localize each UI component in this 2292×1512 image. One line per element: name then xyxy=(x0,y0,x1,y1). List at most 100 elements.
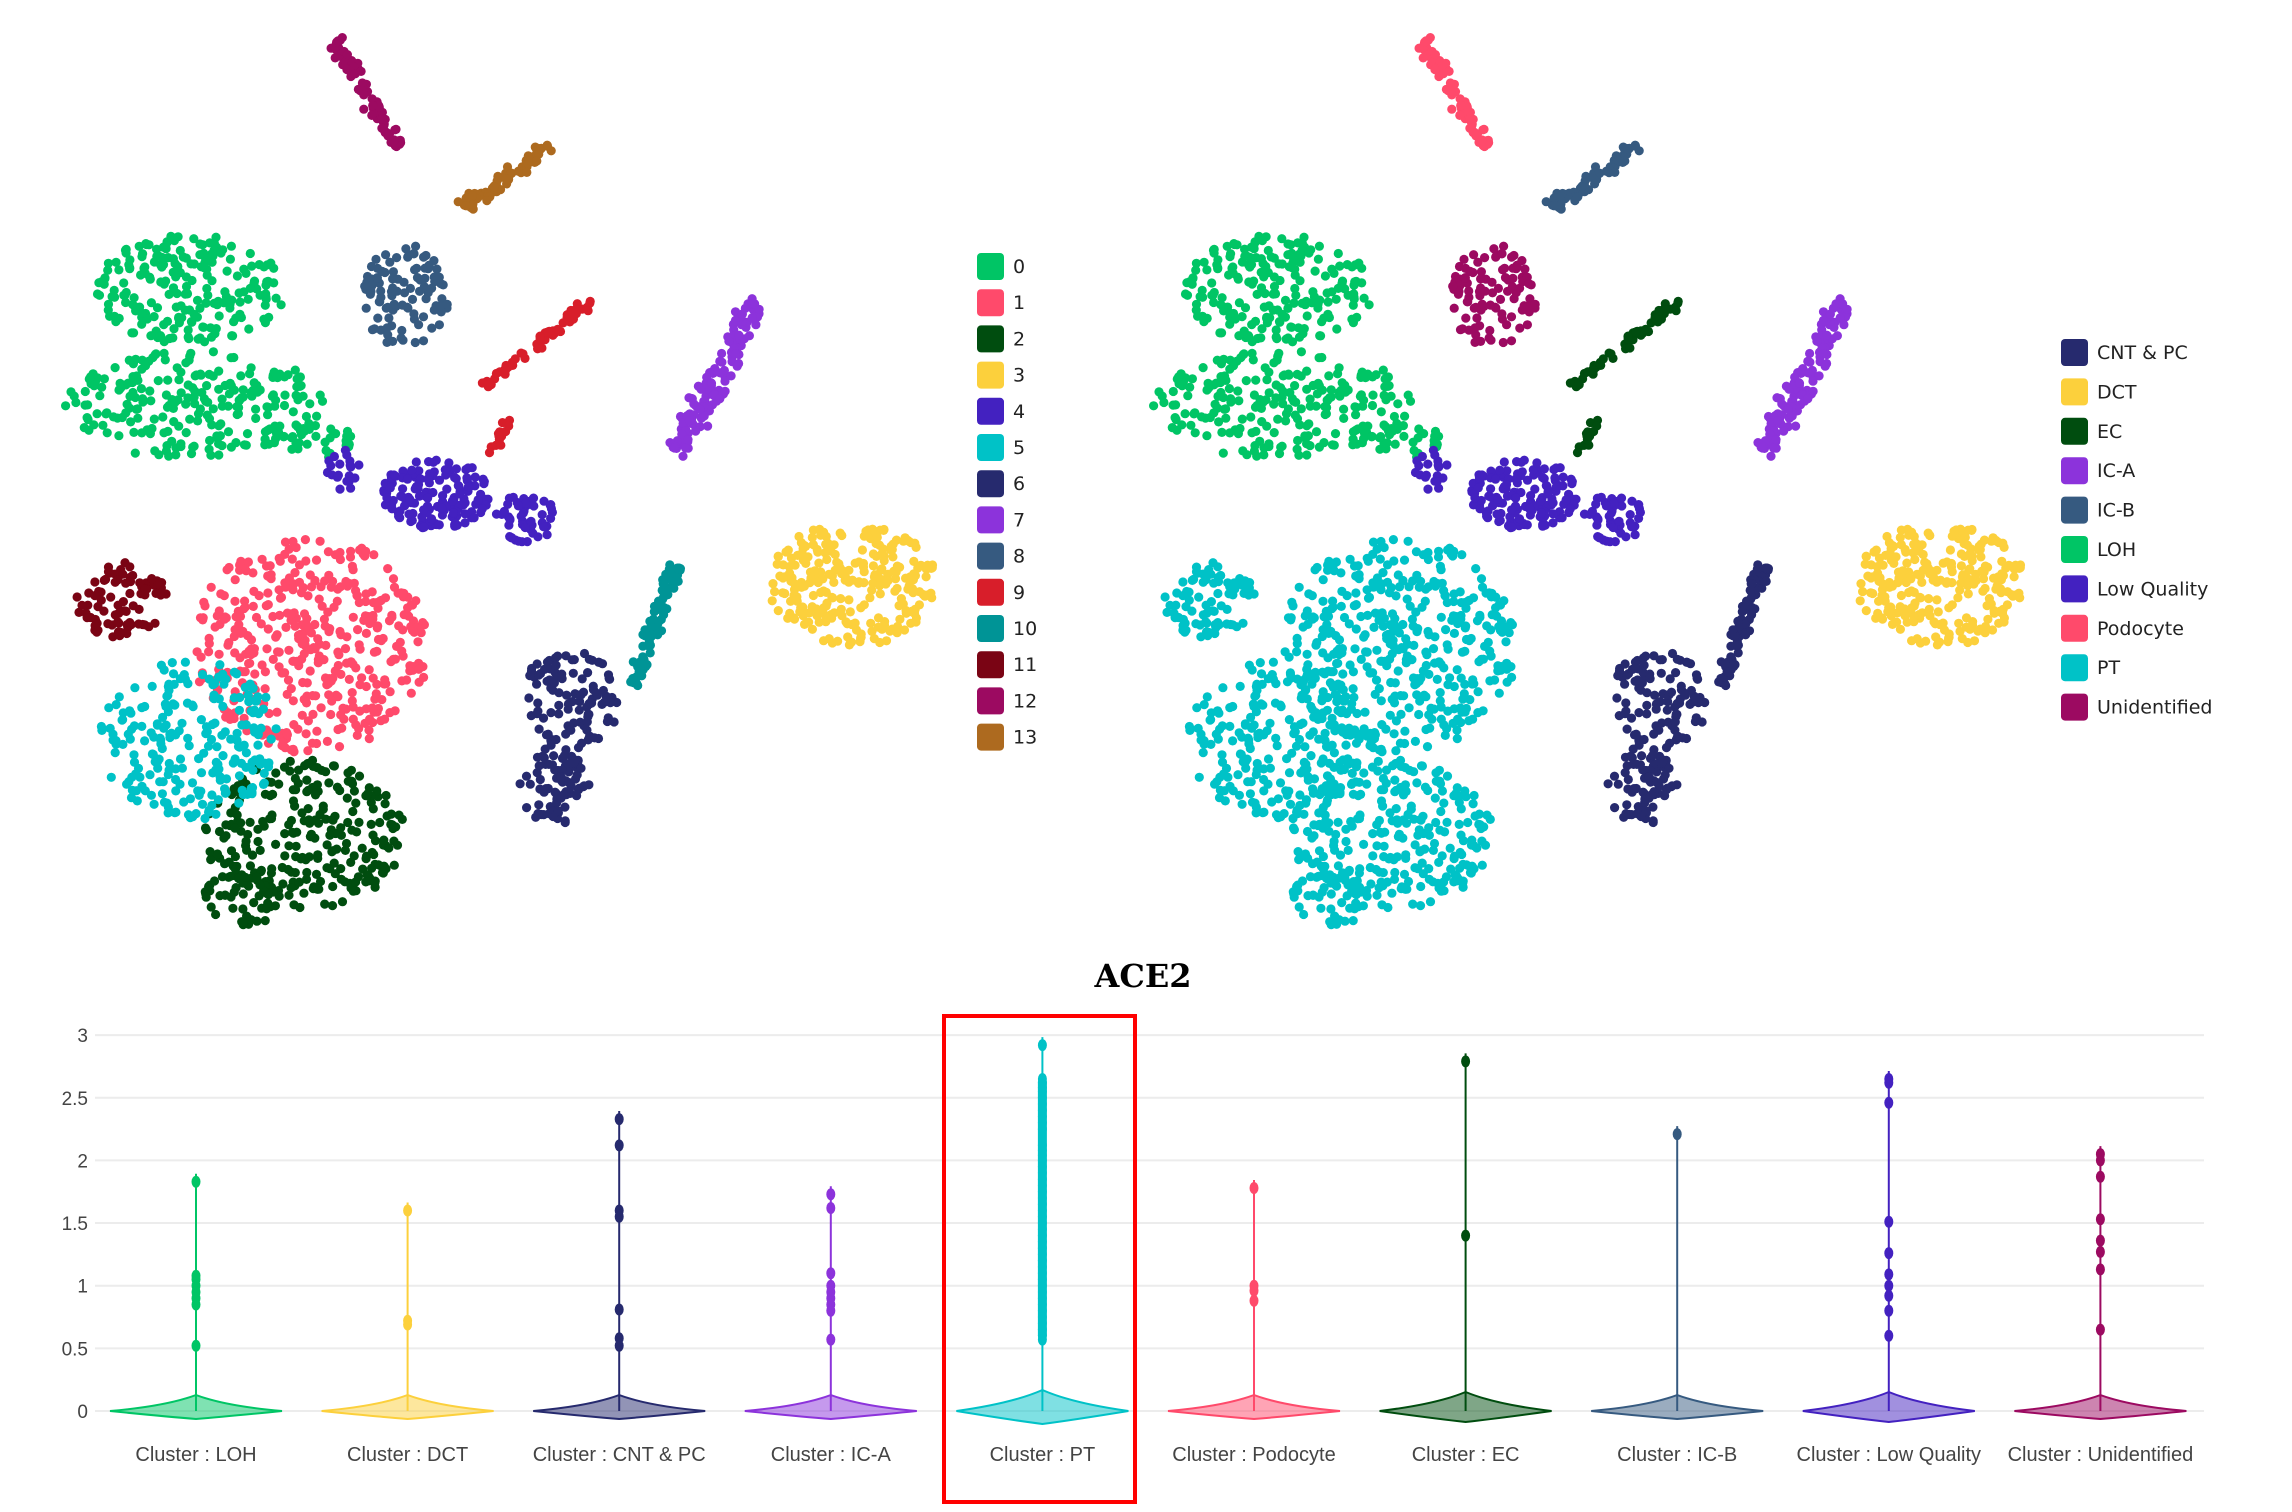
cell-point-dct xyxy=(1930,619,1940,629)
cell-point-cluster-3 xyxy=(903,535,913,546)
cell-point-pt xyxy=(1428,845,1438,856)
cell-point-cnt-pc xyxy=(1620,659,1630,669)
cell-point-cluster-4 xyxy=(462,473,472,483)
cell-point-loh xyxy=(1302,311,1312,321)
cell-point-cluster-1 xyxy=(373,621,383,631)
legend-label: 6 xyxy=(1013,473,1025,495)
cell-point-cluster-0 xyxy=(190,371,200,381)
cell-point-cluster-2 xyxy=(221,831,231,841)
cell-point-cnt-pc xyxy=(1610,803,1620,813)
cell-point-cluster-8 xyxy=(436,279,446,289)
legend-item[interactable]: 6 xyxy=(977,470,1025,498)
cell-point-loh xyxy=(1324,371,1334,381)
cell-point-cluster-9 xyxy=(543,327,553,337)
cell-point-cluster-0 xyxy=(260,318,270,328)
cell-point-cluster-3 xyxy=(778,588,788,598)
cell-point-cluster-5 xyxy=(171,786,181,796)
cell-point-cluster-1 xyxy=(222,565,232,575)
cell-point-low-quality xyxy=(1475,504,1485,514)
cell-point-dct xyxy=(1933,607,1943,617)
legend-item[interactable]: 12 xyxy=(977,687,1037,715)
cell-point-cluster-0 xyxy=(225,254,235,264)
cell-point-loh xyxy=(1271,325,1281,335)
cell-point-cluster-6 xyxy=(578,687,589,697)
cell-point-cluster-0 xyxy=(146,298,156,308)
cell-point-cluster-2 xyxy=(245,817,255,828)
cell-point-loh xyxy=(1429,436,1439,446)
cell-point-cluster-6 xyxy=(549,751,559,761)
cell-point-pt xyxy=(1299,809,1309,819)
cell-point-cluster-1 xyxy=(347,696,357,706)
cell-point-cluster-6 xyxy=(604,673,614,683)
legend-item[interactable]: 9 xyxy=(977,578,1025,606)
cell-point-pt xyxy=(1507,672,1517,683)
cell-point-pt xyxy=(1282,790,1292,800)
legend-item[interactable]: 3 xyxy=(977,361,1025,389)
cell-point-pt xyxy=(1376,585,1386,595)
cell-point-cluster-0 xyxy=(198,240,208,250)
cell-point-pt xyxy=(1326,917,1336,927)
legend-item[interactable]: 0 xyxy=(977,253,1025,280)
legend-item[interactable]: 5 xyxy=(977,434,1025,461)
cell-point-cluster-2 xyxy=(221,820,231,830)
cell-point-cluster-1 xyxy=(333,647,343,657)
cell-point-cluster-0 xyxy=(163,375,173,385)
cell-point-cluster-3 xyxy=(806,573,816,583)
cell-point-cluster-0 xyxy=(228,331,238,341)
cell-point-low-quality xyxy=(1538,472,1548,483)
cell-point-cluster-1 xyxy=(361,628,371,639)
cell-point-pt xyxy=(1237,799,1247,809)
cell-point-cluster-1 xyxy=(284,645,294,655)
cell-point-pt xyxy=(1409,767,1419,777)
cell-point-cluster-2 xyxy=(260,916,270,926)
legend-swatch xyxy=(977,651,1004,679)
cell-point-pt xyxy=(1386,677,1396,688)
legend-item[interactable]: 7 xyxy=(977,506,1025,534)
cell-point-cluster-2 xyxy=(382,811,392,821)
legend-item[interactable]: 1 xyxy=(977,289,1025,317)
legend-item[interactable]: 13 xyxy=(977,723,1037,751)
cell-point-cluster-10 xyxy=(675,564,686,574)
cell-point-cluster-4 xyxy=(521,498,531,508)
cell-point-cluster-4 xyxy=(447,496,457,506)
cell-point-cluster-4 xyxy=(533,532,543,542)
cell-point-cluster-4 xyxy=(400,501,410,511)
legend-item[interactable]: 8 xyxy=(977,542,1025,570)
cell-point-cluster-6 xyxy=(544,675,555,685)
cell-point-cluster-1 xyxy=(324,627,334,637)
cell-point-cluster-10 xyxy=(673,576,683,587)
cell-point-cluster-3 xyxy=(906,618,916,628)
cell-point-cluster-2 xyxy=(220,859,230,869)
cell-point-cluster-8 xyxy=(381,303,391,313)
cell-point-loh xyxy=(1351,410,1361,420)
cell-point-pt xyxy=(1263,754,1274,764)
cell-point-cluster-8 xyxy=(420,273,430,283)
cell-point-cluster-4 xyxy=(385,483,395,493)
cell-point-cnt-pc xyxy=(1648,816,1658,826)
cell-point-cluster-2 xyxy=(258,816,268,827)
cell-point-cnt-pc xyxy=(1681,733,1692,744)
cell-point-cluster-0 xyxy=(276,300,286,310)
legend-item[interactable]: 2 xyxy=(977,325,1025,353)
cell-point-dct xyxy=(1918,549,1928,560)
cell-point-cluster-5 xyxy=(140,736,150,746)
cell-point-loh xyxy=(1277,259,1287,269)
cell-point-cluster-3 xyxy=(813,577,823,588)
cell-point-cluster-2 xyxy=(321,767,331,777)
cell-point-cluster-5 xyxy=(259,768,269,779)
cell-point-cluster-2 xyxy=(304,815,314,825)
cell-point-loh xyxy=(1198,292,1208,302)
cell-point-cluster-9 xyxy=(500,365,511,375)
cell-point-pt xyxy=(1389,729,1399,739)
cell-point-pt xyxy=(1410,736,1420,747)
cell-point-cluster-3 xyxy=(916,560,926,570)
cell-point-cluster-0 xyxy=(224,389,234,399)
cell-point-pt xyxy=(1308,784,1318,794)
legend-item[interactable]: 4 xyxy=(977,397,1025,425)
cell-point-pt xyxy=(1312,872,1322,882)
legend-item[interactable]: 10 xyxy=(977,615,1037,642)
cell-point-cluster-0 xyxy=(260,434,270,444)
cell-point-cluster-1 xyxy=(355,680,365,690)
cell-point-cluster-11 xyxy=(96,595,106,605)
legend-item[interactable]: 11 xyxy=(977,651,1037,679)
